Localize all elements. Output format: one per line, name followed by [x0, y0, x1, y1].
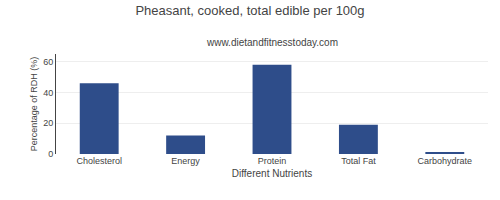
svg-text:Total Fat: Total Fat — [341, 156, 376, 166]
svg-text:0: 0 — [48, 149, 53, 159]
svg-text:40: 40 — [43, 88, 53, 98]
svg-text:Energy: Energy — [171, 156, 200, 166]
svg-text:www.dietandfitnesstoday.com: www.dietandfitnesstoday.com — [206, 37, 338, 48]
svg-text:Protein: Protein — [258, 156, 287, 166]
svg-text:Percentage of RDH (%): Percentage of RDH (%) — [29, 57, 39, 152]
svg-text:60: 60 — [43, 57, 53, 67]
svg-text:Carbohydrate: Carbohydrate — [418, 156, 473, 166]
svg-text:Different Nutrients: Different Nutrients — [232, 168, 312, 179]
svg-text:Pheasant, cooked, total edible: Pheasant, cooked, total edible per 100g — [135, 3, 364, 18]
svg-text:20: 20 — [43, 118, 53, 128]
svg-text:Cholesterol: Cholesterol — [76, 156, 122, 166]
